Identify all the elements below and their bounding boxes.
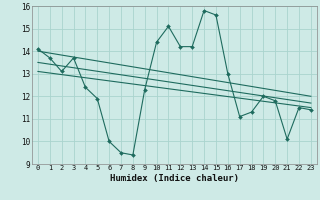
X-axis label: Humidex (Indice chaleur): Humidex (Indice chaleur) — [110, 174, 239, 183]
